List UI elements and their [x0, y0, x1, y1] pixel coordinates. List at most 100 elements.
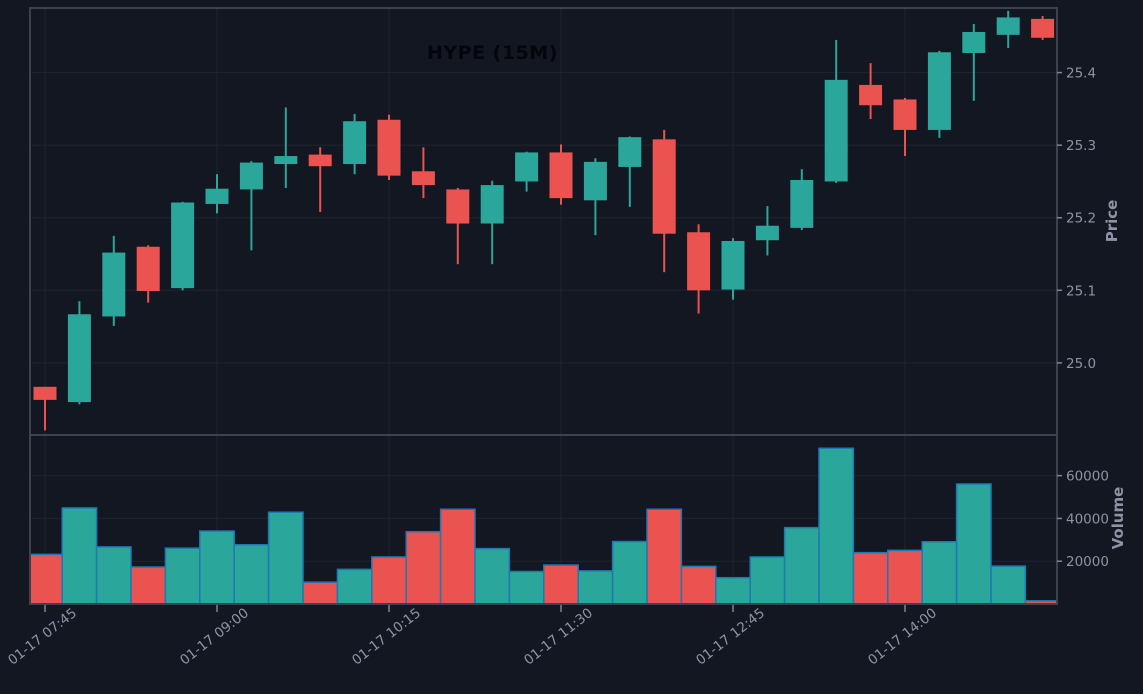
- candle-body: [583, 161, 607, 201]
- volume-bar: [439, 508, 476, 604]
- volume-bar: [715, 576, 751, 604]
- volume-bar: [336, 568, 373, 604]
- volume-bar: [31, 553, 63, 604]
- candle-body: [171, 202, 195, 289]
- candle-body: [377, 119, 401, 176]
- volume-bar: [164, 547, 201, 604]
- candle-body: [446, 189, 470, 224]
- candle-body: [687, 232, 711, 291]
- volume-bar: [577, 570, 614, 604]
- candle: [33, 386, 57, 431]
- volume-bar: [371, 556, 407, 604]
- volume-bar: [405, 530, 442, 604]
- candle: [205, 174, 229, 214]
- chart-title: HYPE (15M): [427, 42, 558, 64]
- candle: [343, 113, 367, 175]
- volume-bar: [955, 483, 992, 604]
- volume-bar: [61, 507, 98, 604]
- volume-bar: [302, 581, 339, 604]
- x-tick-label: 01-17 12:45: [693, 605, 768, 668]
- candle: [893, 97, 917, 157]
- candle: [411, 147, 435, 199]
- volume-bar: [818, 447, 855, 604]
- candle-body: [927, 52, 951, 130]
- candle-wick: [44, 386, 46, 431]
- volume-bar: [783, 526, 820, 604]
- price-axis-label: Price: [1103, 199, 1121, 243]
- candle-body: [515, 152, 539, 182]
- candle-body: [893, 99, 917, 130]
- candle: [102, 235, 126, 326]
- candle: [480, 180, 504, 265]
- candle-wick: [628, 136, 631, 207]
- volume-bar: [646, 508, 683, 604]
- volume-axis-label: Volume: [1109, 486, 1127, 550]
- candle-body: [790, 179, 814, 228]
- candle: [927, 50, 951, 138]
- volume-bar: [267, 511, 304, 604]
- candle-body: [308, 154, 332, 167]
- candle: [308, 147, 332, 212]
- volume-bar: [680, 565, 717, 604]
- candle: [859, 63, 883, 120]
- candle: [721, 238, 745, 300]
- candle-body: [652, 139, 676, 234]
- candle-series: [33, 10, 1055, 431]
- candle-body: [996, 17, 1020, 35]
- candle: [687, 224, 711, 314]
- candle: [790, 169, 814, 231]
- candle: [171, 201, 195, 291]
- candle-body: [102, 252, 126, 317]
- price-tick-label: 25.2: [1066, 211, 1096, 227]
- candle-body: [755, 225, 779, 241]
- candle-body: [239, 162, 263, 190]
- x-tick-label: 01-17 11:30: [521, 605, 596, 668]
- volume-bar: [130, 566, 167, 604]
- x-tick-label: 01-17 07:45: [5, 605, 80, 668]
- volume-tick-label: 20000: [1066, 554, 1109, 570]
- volume-bar: [990, 565, 1027, 604]
- candle-body: [859, 84, 883, 106]
- candle-wick: [284, 107, 287, 188]
- candle-body: [33, 386, 57, 400]
- candle-body: [274, 156, 298, 165]
- x-tick-label: 01-17 09:00: [177, 605, 252, 668]
- candle: [377, 114, 401, 180]
- volume-panel-border: [29, 434, 1058, 605]
- candle: [136, 245, 160, 303]
- candle-wick: [972, 23, 975, 101]
- candle: [1031, 15, 1055, 40]
- candle: [549, 144, 573, 205]
- candle: [583, 158, 607, 236]
- candle-body: [824, 79, 848, 182]
- candle-wick: [250, 161, 253, 251]
- volume-bar: [508, 570, 545, 604]
- candle-body: [962, 31, 986, 53]
- volume-bar: [749, 556, 786, 604]
- candle-body: [618, 137, 642, 167]
- candle: [824, 39, 848, 183]
- volume-tick-label: 60000: [1066, 469, 1109, 485]
- volume-bar: [543, 564, 579, 604]
- candle: [515, 151, 539, 192]
- candle-body: [549, 152, 573, 199]
- volume-bar: [233, 543, 270, 604]
- price-tick-label: 25.4: [1066, 66, 1096, 82]
- volume-tick-label: 40000: [1066, 511, 1109, 527]
- candle: [755, 206, 779, 256]
- candle: [618, 136, 642, 207]
- price-tick-label: 25.3: [1066, 138, 1096, 154]
- volume-bar: [921, 540, 958, 604]
- candle-body: [343, 121, 367, 165]
- candle-body: [205, 188, 229, 204]
- candle-body: [411, 171, 435, 186]
- candle: [446, 187, 470, 265]
- price-tick-label: 25.0: [1066, 356, 1096, 372]
- volume-bar: [199, 530, 235, 604]
- candle-body: [67, 314, 91, 403]
- candle-wick: [456, 187, 459, 265]
- volume-series: [31, 447, 1056, 604]
- candle: [652, 129, 676, 273]
